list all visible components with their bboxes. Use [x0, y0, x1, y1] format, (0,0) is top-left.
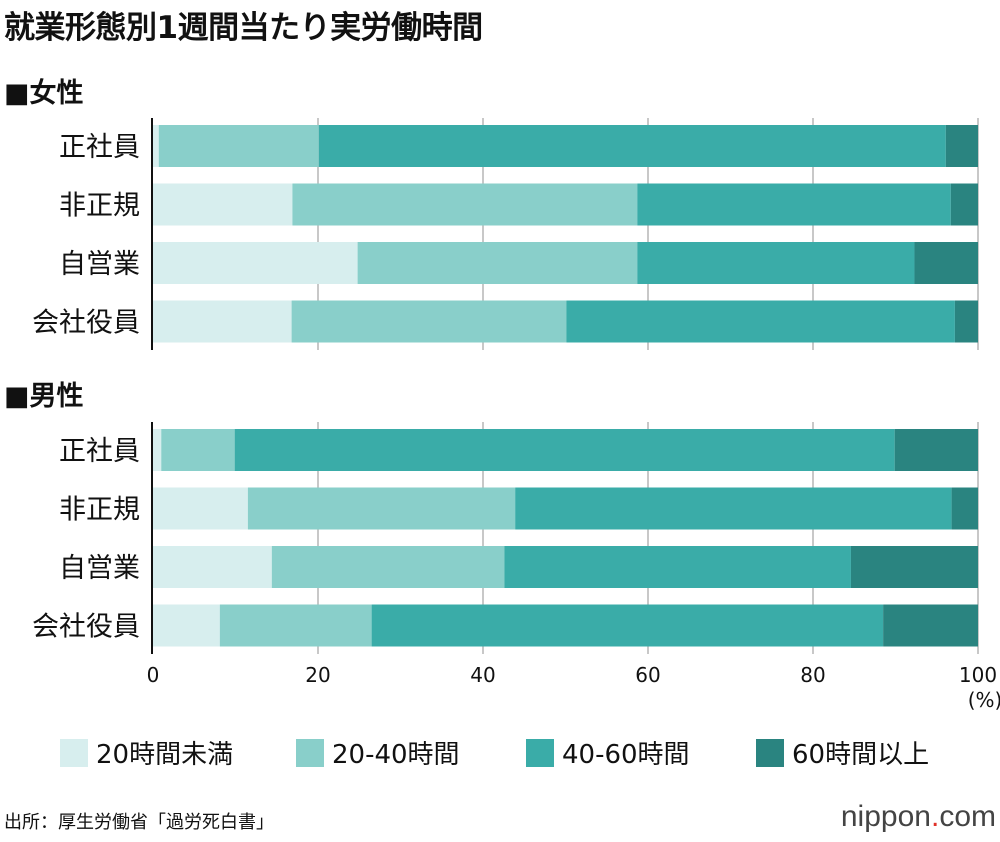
bar-segment	[637, 242, 915, 284]
chart-title: 就業形態別1週間当たり実労働時間	[4, 10, 483, 46]
bar-segment	[219, 604, 372, 647]
bar-segment	[318, 125, 946, 167]
bar-segment	[161, 429, 235, 471]
category-label: 自営業	[59, 553, 140, 584]
bar-segment	[945, 125, 978, 167]
legend-swatch	[296, 739, 324, 767]
category-label: 会社役員	[32, 308, 140, 339]
bar-segment	[950, 183, 978, 226]
bar-segment	[292, 183, 638, 226]
category-label: 会社役員	[32, 612, 140, 643]
legend-label: 60時間以上	[792, 740, 929, 770]
x-tick-label: 20	[305, 663, 330, 687]
x-unit-label: (%)	[968, 688, 1000, 712]
category-label: 非正規	[59, 191, 140, 222]
bar-segment	[153, 183, 293, 226]
bar-segment	[914, 242, 978, 284]
bar-segment	[153, 546, 272, 588]
bar-segment	[515, 487, 952, 530]
legend-label: 20-40時間	[332, 740, 460, 770]
legend-swatch	[756, 739, 784, 767]
bar-segment	[850, 546, 978, 588]
bar-segment	[371, 604, 884, 647]
bar-segment	[247, 487, 516, 530]
bar-segment	[566, 300, 955, 343]
bar-segment	[153, 429, 162, 471]
bar-segment	[153, 487, 248, 530]
x-tick-label: 0	[147, 663, 160, 687]
x-tick-label: 80	[800, 663, 825, 687]
bar-segment	[271, 546, 505, 588]
bar-segment	[504, 546, 851, 588]
x-tick-label: 100	[959, 663, 997, 687]
category-label: 自営業	[59, 249, 140, 280]
legend-swatch	[526, 739, 554, 767]
bar-segment	[894, 429, 978, 471]
legend-label: 20時間未満	[96, 740, 233, 770]
legend-label: 40-60時間	[562, 740, 690, 770]
bar-segment	[153, 242, 358, 284]
bar-segment	[153, 604, 220, 647]
bar-segment	[883, 604, 978, 647]
bar-segment	[951, 487, 978, 530]
bar-segment	[291, 300, 567, 343]
bar-segment	[637, 183, 951, 226]
bar-segment	[357, 242, 638, 284]
group-label: ■男性	[4, 381, 84, 412]
bar-segment	[234, 429, 895, 471]
bar-segment	[153, 125, 159, 167]
bar-segment	[954, 300, 978, 343]
x-tick-label: 60	[635, 663, 660, 687]
category-label: 正社員	[59, 132, 140, 163]
bar-segment	[153, 300, 292, 343]
source-note: 出所：厚生労働省「過労死白書」	[4, 812, 274, 833]
group-label: ■女性	[4, 77, 84, 109]
nippon-logo: nippon.com	[840, 800, 996, 833]
category-label: 非正規	[59, 495, 140, 526]
legend-swatch	[60, 739, 88, 767]
category-label: 正社員	[59, 436, 140, 467]
bar-segment	[158, 125, 319, 167]
x-tick-label: 40	[470, 663, 495, 687]
